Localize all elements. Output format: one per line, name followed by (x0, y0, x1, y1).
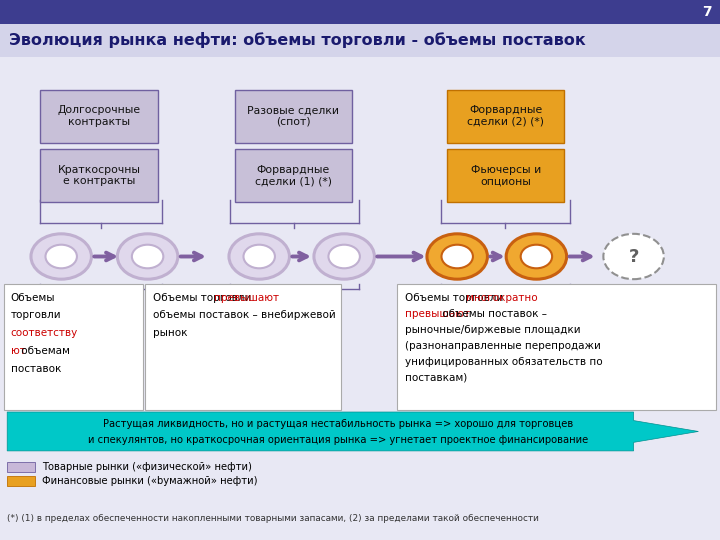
Text: Фьючерсы и
опционы: Фьючерсы и опционы (471, 165, 541, 186)
Bar (0, 24, 720, 57)
FancyBboxPatch shape (40, 90, 158, 143)
FancyBboxPatch shape (235, 149, 352, 202)
Text: Товарные рынки («физической» нефти): Товарные рынки («физической» нефти) (42, 462, 251, 472)
Polygon shape (7, 412, 698, 451)
Circle shape (229, 234, 289, 279)
Text: соответству: соответству (11, 328, 78, 339)
FancyBboxPatch shape (397, 284, 716, 410)
Circle shape (427, 234, 487, 279)
Text: Разовые сделки
(спот): Разовые сделки (спот) (248, 105, 339, 127)
Text: торговли: торговли (11, 310, 61, 321)
FancyBboxPatch shape (7, 476, 35, 486)
Text: Эволюция рынка нефти: объемы торговли - объемы поставок: Эволюция рынка нефти: объемы торговли - … (9, 32, 585, 49)
FancyBboxPatch shape (447, 149, 564, 202)
Text: Форвардные
сделки (2) (*): Форвардные сделки (2) (*) (467, 105, 544, 127)
Circle shape (45, 245, 77, 268)
Text: (*) (1) в пределах обеспеченности накопленными товарными запасами, (2) за предел: (*) (1) в пределах обеспеченности накопл… (7, 514, 539, 523)
Text: объемам: объемам (19, 346, 71, 356)
FancyBboxPatch shape (447, 90, 564, 143)
Circle shape (521, 245, 552, 268)
Text: унифицированных обязательств по: унифицированных обязательств по (405, 357, 603, 367)
Text: превышают: превышают (214, 293, 279, 303)
Circle shape (132, 245, 163, 268)
Circle shape (603, 234, 664, 279)
Text: Долгосрочные
контракты: Долгосрочные контракты (58, 105, 140, 127)
Circle shape (243, 245, 275, 268)
Circle shape (506, 234, 567, 279)
Text: рыночные/биржевые площадки: рыночные/биржевые площадки (405, 325, 581, 335)
FancyBboxPatch shape (145, 284, 341, 410)
Text: (разнонаправленные перепродажи: (разнонаправленные перепродажи (405, 341, 601, 351)
Text: поставок: поставок (11, 364, 61, 374)
Text: и спекулянтов, но краткосрочная ориентация рынка => угнетает проектное финансиро: и спекулянтов, но краткосрочная ориентац… (89, 435, 588, 445)
Text: Объемы торговли: Объемы торговли (405, 293, 507, 303)
Text: рынок: рынок (153, 328, 188, 339)
Circle shape (117, 234, 178, 279)
Text: превышают: превышают (405, 309, 470, 319)
Bar (0, 0, 720, 24)
Text: Финансовые рынки («bумажной» нефти): Финансовые рынки («bумажной» нефти) (42, 476, 257, 486)
Circle shape (328, 245, 360, 268)
Circle shape (314, 234, 374, 279)
Text: объемы поставок –: объемы поставок – (439, 309, 547, 319)
Text: объемы поставок – внебиржевой: объемы поставок – внебиржевой (153, 310, 336, 321)
Text: 7: 7 (702, 5, 711, 19)
Text: поставкам): поставкам) (405, 373, 467, 383)
Text: Объемы торговли: Объемы торговли (153, 293, 255, 303)
Text: Краткосрочны
е контракты: Краткосрочны е контракты (58, 165, 140, 186)
FancyBboxPatch shape (7, 462, 35, 472)
Text: ют: ют (11, 346, 25, 356)
Circle shape (31, 234, 91, 279)
FancyBboxPatch shape (4, 284, 143, 410)
Circle shape (441, 245, 473, 268)
Text: ?: ? (629, 247, 639, 266)
FancyBboxPatch shape (235, 90, 352, 143)
Text: Форвардные
сделки (1) (*): Форвардные сделки (1) (*) (255, 165, 332, 186)
Text: Растущая ликвидность, но и растущая нестабильность рынка => хорошо для торговцев: Растущая ликвидность, но и растущая нест… (103, 418, 574, 429)
FancyBboxPatch shape (40, 149, 158, 202)
Text: Объемы: Объемы (11, 293, 55, 303)
Text: многократно: многократно (466, 293, 537, 303)
